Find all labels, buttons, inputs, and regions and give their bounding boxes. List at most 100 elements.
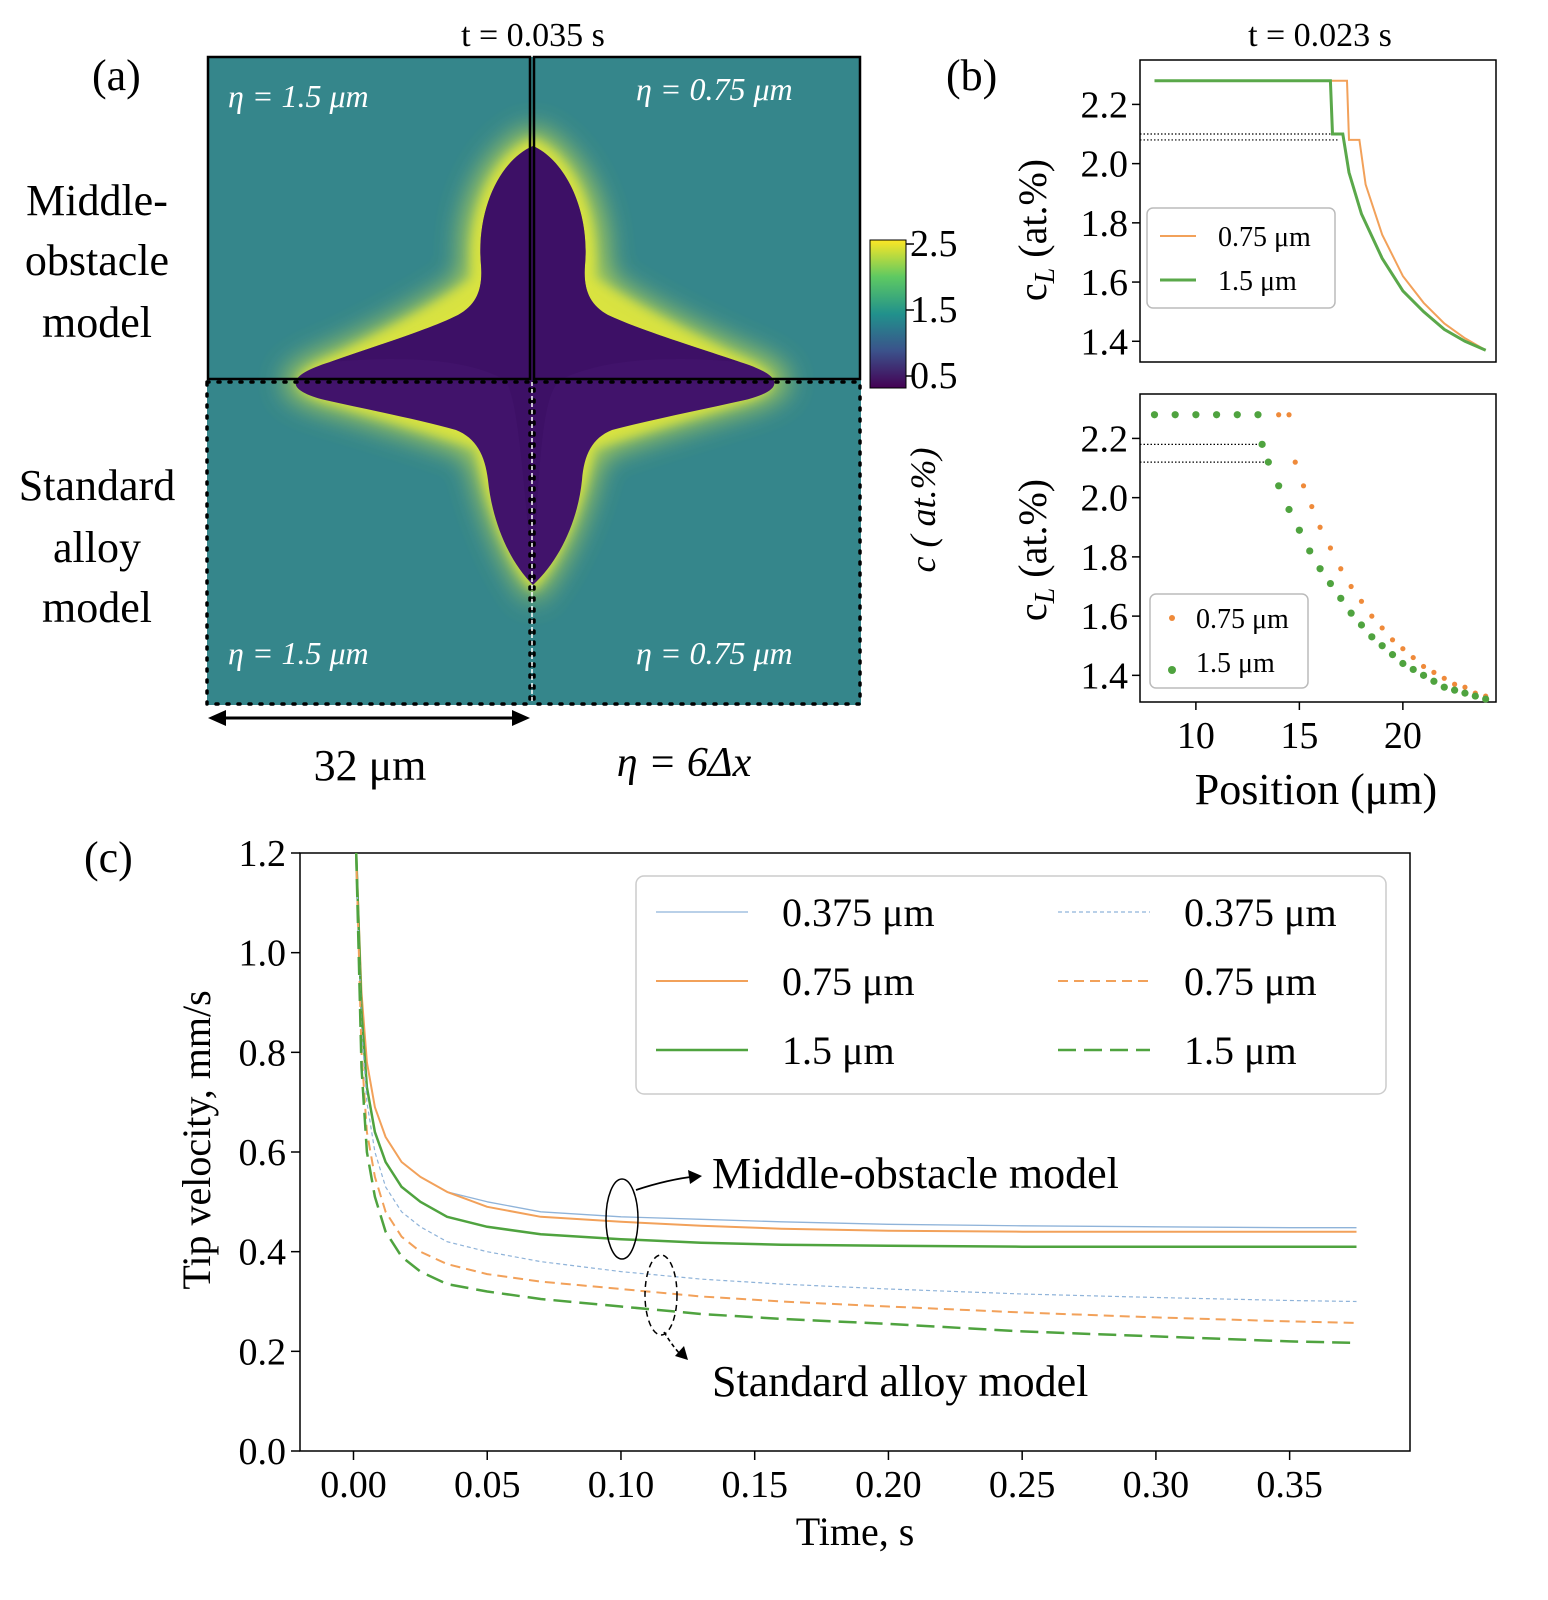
data-point-1 bbox=[1440, 683, 1448, 691]
data-point-1 bbox=[1388, 651, 1397, 659]
data-point-0 bbox=[1300, 483, 1307, 489]
data-point-0 bbox=[1441, 675, 1447, 681]
y-tick-label: 1.4 bbox=[1081, 321, 1129, 363]
legend-label: 1.5 μm bbox=[1184, 1028, 1297, 1073]
panel-b-top-legend: 0.75 μm 1.5 μm bbox=[1146, 207, 1336, 309]
colorbar-tick-top: 2.5 bbox=[910, 223, 958, 265]
legend-label: 0.75 μm bbox=[1184, 959, 1317, 1004]
data-point-0 bbox=[1389, 637, 1396, 643]
row-label-1-line-2: obstacle bbox=[25, 236, 169, 285]
row-label-1-line-1: Middle- bbox=[26, 176, 168, 225]
data-point-1 bbox=[1258, 440, 1266, 448]
panel-c-y-ticks: 0.0 0.2 0.4 0.6 0.8 1.0 1.2 bbox=[239, 833, 300, 1473]
series-line-1 bbox=[1154, 79, 1487, 352]
y-tick-label: 0.4 bbox=[239, 1232, 287, 1274]
data-point-1 bbox=[1254, 411, 1262, 419]
panel-b-bottom-reference-lines bbox=[1140, 443, 1269, 463]
data-point-0 bbox=[1431, 669, 1437, 675]
quadrant-bottom-right-frame bbox=[532, 380, 862, 706]
data-point-0 bbox=[1338, 566, 1344, 572]
data-point-1 bbox=[1275, 482, 1283, 490]
x-tick-label: 0.30 bbox=[1123, 1464, 1190, 1506]
data-point-0 bbox=[1369, 613, 1375, 619]
data-point-0 bbox=[1276, 412, 1282, 418]
data-point-1 bbox=[1451, 686, 1459, 694]
annotation-standard-alloy: Standard alloy model bbox=[644, 1254, 1088, 1406]
y-tick-label: 1.8 bbox=[1081, 537, 1129, 579]
panel-b: (b) t = 0.023 s 2.2 2.0 1.8 1.6 1.4 cL (at.%… bbox=[946, 17, 1497, 814]
data-point-0 bbox=[1317, 524, 1323, 530]
data-point-1 bbox=[1461, 689, 1469, 697]
row-label-standard-alloy: Standard alloy model bbox=[19, 461, 175, 632]
x-tick-label: 0.05 bbox=[454, 1464, 521, 1506]
data-point-1 bbox=[1357, 621, 1366, 629]
data-point-0 bbox=[1348, 583, 1354, 590]
data-point-1 bbox=[1347, 609, 1355, 617]
panel-c-ylabel: Tip velocity, mm/s bbox=[174, 990, 219, 1289]
quadrant-label-top-left: η = 1.5 μm bbox=[228, 78, 369, 114]
y-tick-label: 0.0 bbox=[239, 1431, 287, 1473]
y-tick-label: 2.0 bbox=[1081, 144, 1129, 186]
data-point-0 bbox=[1410, 654, 1416, 661]
legend-marker-075 bbox=[1169, 615, 1175, 621]
data-point-1 bbox=[1316, 565, 1324, 573]
scale-bar-label: 32 μm bbox=[314, 741, 427, 790]
data-point-0 bbox=[1420, 663, 1427, 670]
y-tick-label: 1.6 bbox=[1081, 596, 1129, 638]
panel-b-top-plot: 2.2 2.0 1.8 1.6 1.4 cL (at.%) 0.75 μm 1.5 μm bbox=[1010, 59, 1497, 363]
panel-b-top-ylabel: cL (at.%) bbox=[1010, 159, 1061, 301]
data-point-1 bbox=[1482, 695, 1490, 703]
x-tick-label: 10 bbox=[1177, 715, 1215, 757]
x-tick-label: 15 bbox=[1280, 715, 1318, 757]
panel-c-series bbox=[354, 852, 1357, 1345]
row-label-middle-obstacle: Middle- obstacle model bbox=[25, 176, 169, 347]
panel-c-label: (c) bbox=[84, 833, 133, 882]
panel-b-label: (b) bbox=[946, 51, 997, 100]
panel-b-top-series bbox=[1154, 79, 1487, 352]
annotation-standard-alloy-text: Standard alloy model bbox=[712, 1357, 1088, 1406]
y-tick-label: 1.0 bbox=[239, 933, 287, 975]
data-point-1 bbox=[1264, 458, 1272, 466]
panel-b-top-legend-box bbox=[1146, 207, 1336, 309]
annotation-middle-obstacle: Middle-obstacle model bbox=[605, 1149, 1119, 1260]
middle-obstacle-arrow bbox=[635, 1175, 699, 1191]
y-tick-label: 1.4 bbox=[1081, 655, 1129, 697]
data-point-1 bbox=[1295, 526, 1303, 534]
panel-b-bottom-legend-item-1: 0.75 μm bbox=[1196, 604, 1289, 635]
panel-b-time-label: t = 0.023 s bbox=[1248, 17, 1392, 54]
y-tick-label: 2.2 bbox=[1081, 84, 1129, 126]
scale-bar bbox=[208, 710, 530, 726]
panel-b-bottom-x-ticks: 10 15 20 bbox=[1177, 702, 1422, 757]
data-point-1 bbox=[1430, 677, 1438, 685]
colorbar-label: c ( at.%) bbox=[903, 448, 943, 573]
standard-alloy-ellipse bbox=[644, 1254, 678, 1336]
x-tick-label: 0.00 bbox=[320, 1464, 387, 1506]
x-tick-label: 0.15 bbox=[721, 1464, 788, 1506]
panel-c-legend: 0.375 μm 0.75 μm 1.5 μm 0.375 μm 0.75 μm 1.5 … bbox=[635, 875, 1387, 1095]
data-point-0 bbox=[1462, 684, 1468, 690]
y-tick-label: 2.2 bbox=[1081, 418, 1129, 460]
quadrant-label-bottom-right: η = 0.75 μm bbox=[636, 635, 793, 671]
data-point-0 bbox=[1400, 646, 1406, 652]
legend-label: 0.375 μm bbox=[782, 890, 935, 935]
panel-a: (a) t = 0.035 s Middle- obstacle model S… bbox=[19, 17, 958, 790]
data-point-0 bbox=[1358, 598, 1365, 604]
annotation-middle-obstacle-text: Middle-obstacle model bbox=[712, 1149, 1119, 1198]
data-point-1 bbox=[1409, 665, 1417, 674]
panel-c-xlabel: Time, s bbox=[796, 1509, 915, 1554]
legend-label: 0.75 μm bbox=[782, 959, 915, 1004]
panel-a-label: (a) bbox=[92, 51, 141, 100]
data-point-1 bbox=[1326, 579, 1335, 588]
panel-b-bottom-series bbox=[1150, 411, 1490, 703]
quadrant-bottom-left-frame bbox=[205, 380, 532, 706]
panel-b-bottom-plot: 2.2 2.0 1.8 1.6 1.4 10 15 20 cL (at.%) Positio… bbox=[1010, 393, 1497, 814]
quadrant-label-top-right: η = 0.75 μm bbox=[636, 71, 793, 107]
y-tick-label: 1.8 bbox=[1081, 203, 1129, 245]
data-point-1 bbox=[1306, 547, 1314, 555]
y-tick-label: 0.2 bbox=[239, 1331, 287, 1373]
panel-b-top-y-ticks: 2.2 2.0 1.8 1.6 1.4 bbox=[1081, 84, 1140, 363]
panel-c-x-ticks: 0.00 0.05 0.10 0.15 0.20 0.25 0.30 0.35 bbox=[320, 1451, 1323, 1506]
data-point-1 bbox=[1233, 411, 1241, 419]
panel-b-bottom-legend: 0.75 μm 1.5 μm bbox=[1149, 593, 1309, 689]
row-label-2-line-1: Standard bbox=[19, 461, 175, 510]
